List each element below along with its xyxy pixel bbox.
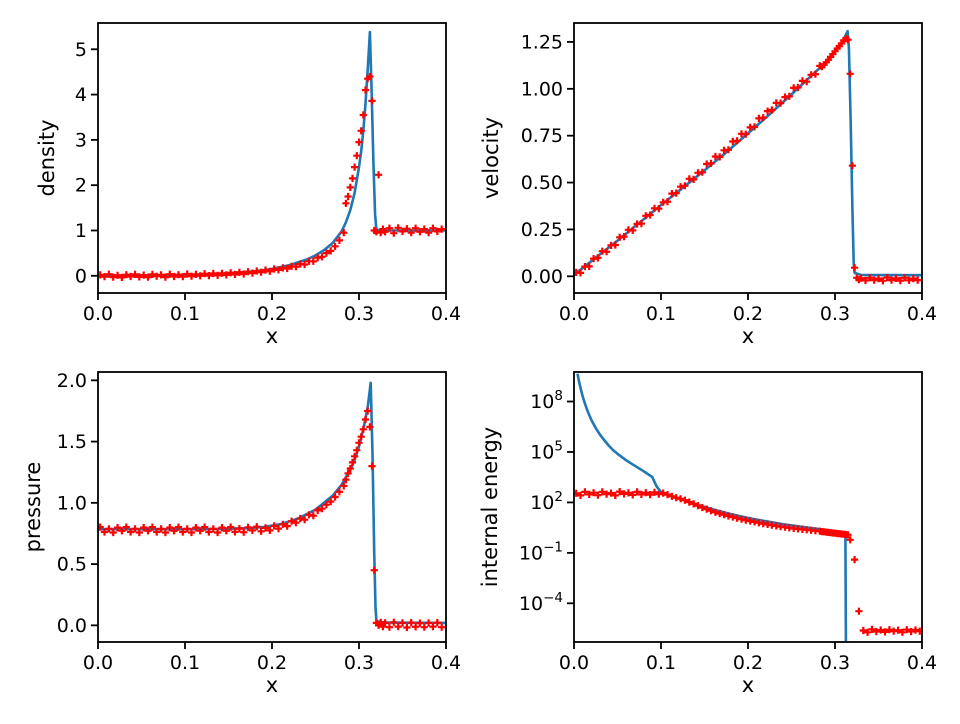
exact-solution-line-velocity xyxy=(574,29,922,277)
x-axis-label-pressure: x xyxy=(266,673,278,697)
y-tick-label-energy: 108 xyxy=(530,388,563,413)
axes-spines-pressure xyxy=(97,371,447,643)
simulation-plus-markers-pressure xyxy=(98,407,446,632)
x-tick-label-energy: 0.3 xyxy=(820,652,850,674)
simulation-plus-markers-density xyxy=(98,72,446,281)
x-axis-label-energy: x xyxy=(742,673,754,697)
y-tick-label-velocity: 1.00 xyxy=(521,78,563,100)
y-tick-label-pressure: 0.5 xyxy=(57,554,87,576)
y-tick-label-density: 1 xyxy=(75,220,87,242)
x-axis-label-density: x xyxy=(266,324,278,348)
x-tick-label-energy: 0.1 xyxy=(646,652,676,674)
y-tick-label-density: 5 xyxy=(75,39,87,61)
simulation-plus-markers-energy xyxy=(574,488,922,636)
exact-solution-line-density xyxy=(98,30,446,277)
x-tick-label-pressure: 0.1 xyxy=(170,652,200,674)
subplot-density: 0.0 0.1 0.2 0.3 0.4 0 1 2 3 4 5 x density xyxy=(35,22,461,348)
x-tick-label-energy: 0.4 xyxy=(907,652,937,674)
y-axis-label-velocity: velocity xyxy=(479,117,503,199)
x-tick-label-pressure: 0.4 xyxy=(431,652,461,674)
y-axis-label-density: density xyxy=(35,120,59,197)
y-tick-label-density: 4 xyxy=(75,84,87,106)
x-tick-label-pressure: 0.2 xyxy=(257,652,287,674)
y-tick-label-velocity: 0.75 xyxy=(521,125,563,147)
x-tick-label-velocity: 0.1 xyxy=(646,303,676,325)
x-tick-label-velocity: 0.3 xyxy=(820,303,850,325)
x-tick-label-velocity: 0.4 xyxy=(907,303,937,325)
x-axis-label-velocity: x xyxy=(742,324,754,348)
x-tick-label-density: 0.4 xyxy=(431,303,461,325)
subplot-energy: 0.0 0.1 0.2 0.3 0.4 108 105 102 10−1 10−4 x interna… xyxy=(478,371,937,697)
x-tick-label-density: 0.3 xyxy=(344,303,374,325)
x-tick-label-density: 0.1 xyxy=(170,303,200,325)
x-tick-label-density: 0.0 xyxy=(83,303,113,325)
x-tick-label-density: 0.2 xyxy=(257,303,287,325)
y-tick-label-pressure: 1.5 xyxy=(57,431,87,453)
x-tick-label-energy: 0.2 xyxy=(733,652,763,674)
subplot-pressure: 0.0 0.1 0.2 0.3 0.4 0.0 0.5 1.0 1.5 2.0 x pressure xyxy=(21,370,461,697)
x-tick-label-pressure: 0.0 xyxy=(83,652,113,674)
axes-spines-energy xyxy=(573,371,923,643)
y-tick-label-energy: 10−4 xyxy=(519,590,563,615)
subplot-velocity: 0.0 0.1 0.2 0.3 0.4 0.00 0.25 0.50 0.75 1.00 1.25 x… xyxy=(479,22,937,348)
y-tick-label-energy: 10−1 xyxy=(519,539,563,564)
x-tick-label-velocity: 0.2 xyxy=(733,303,763,325)
y-tick-label-energy: 105 xyxy=(530,438,563,463)
x-tick-label-energy: 0.0 xyxy=(559,652,589,674)
y-tick-label-density: 2 xyxy=(75,175,87,197)
y-axis-label-pressure: pressure xyxy=(21,462,45,553)
y-tick-label-velocity: 0.00 xyxy=(521,266,563,288)
y-tick-label-pressure: 2.0 xyxy=(57,370,87,392)
x-tick-label-pressure: 0.3 xyxy=(344,652,374,674)
simulation-plus-markers-velocity xyxy=(574,35,922,285)
y-tick-label-energy: 102 xyxy=(530,489,563,514)
y-tick-label-pressure: 0.0 xyxy=(57,615,87,637)
x-tick-label-velocity: 0.0 xyxy=(559,303,589,325)
axes-spines-density xyxy=(97,22,447,294)
y-tick-label-velocity: 1.25 xyxy=(521,31,563,53)
y-tick-label-density: 0 xyxy=(75,265,87,287)
y-tick-label-pressure: 1.0 xyxy=(57,492,87,514)
axes-spines-velocity xyxy=(573,22,923,294)
exact-solution-line-pressure xyxy=(98,381,446,625)
y-tick-label-velocity: 0.25 xyxy=(521,219,563,241)
y-tick-label-velocity: 0.50 xyxy=(521,172,563,194)
y-axis-label-energy: internal energy xyxy=(478,427,502,587)
y-tick-label-density: 3 xyxy=(75,129,87,151)
